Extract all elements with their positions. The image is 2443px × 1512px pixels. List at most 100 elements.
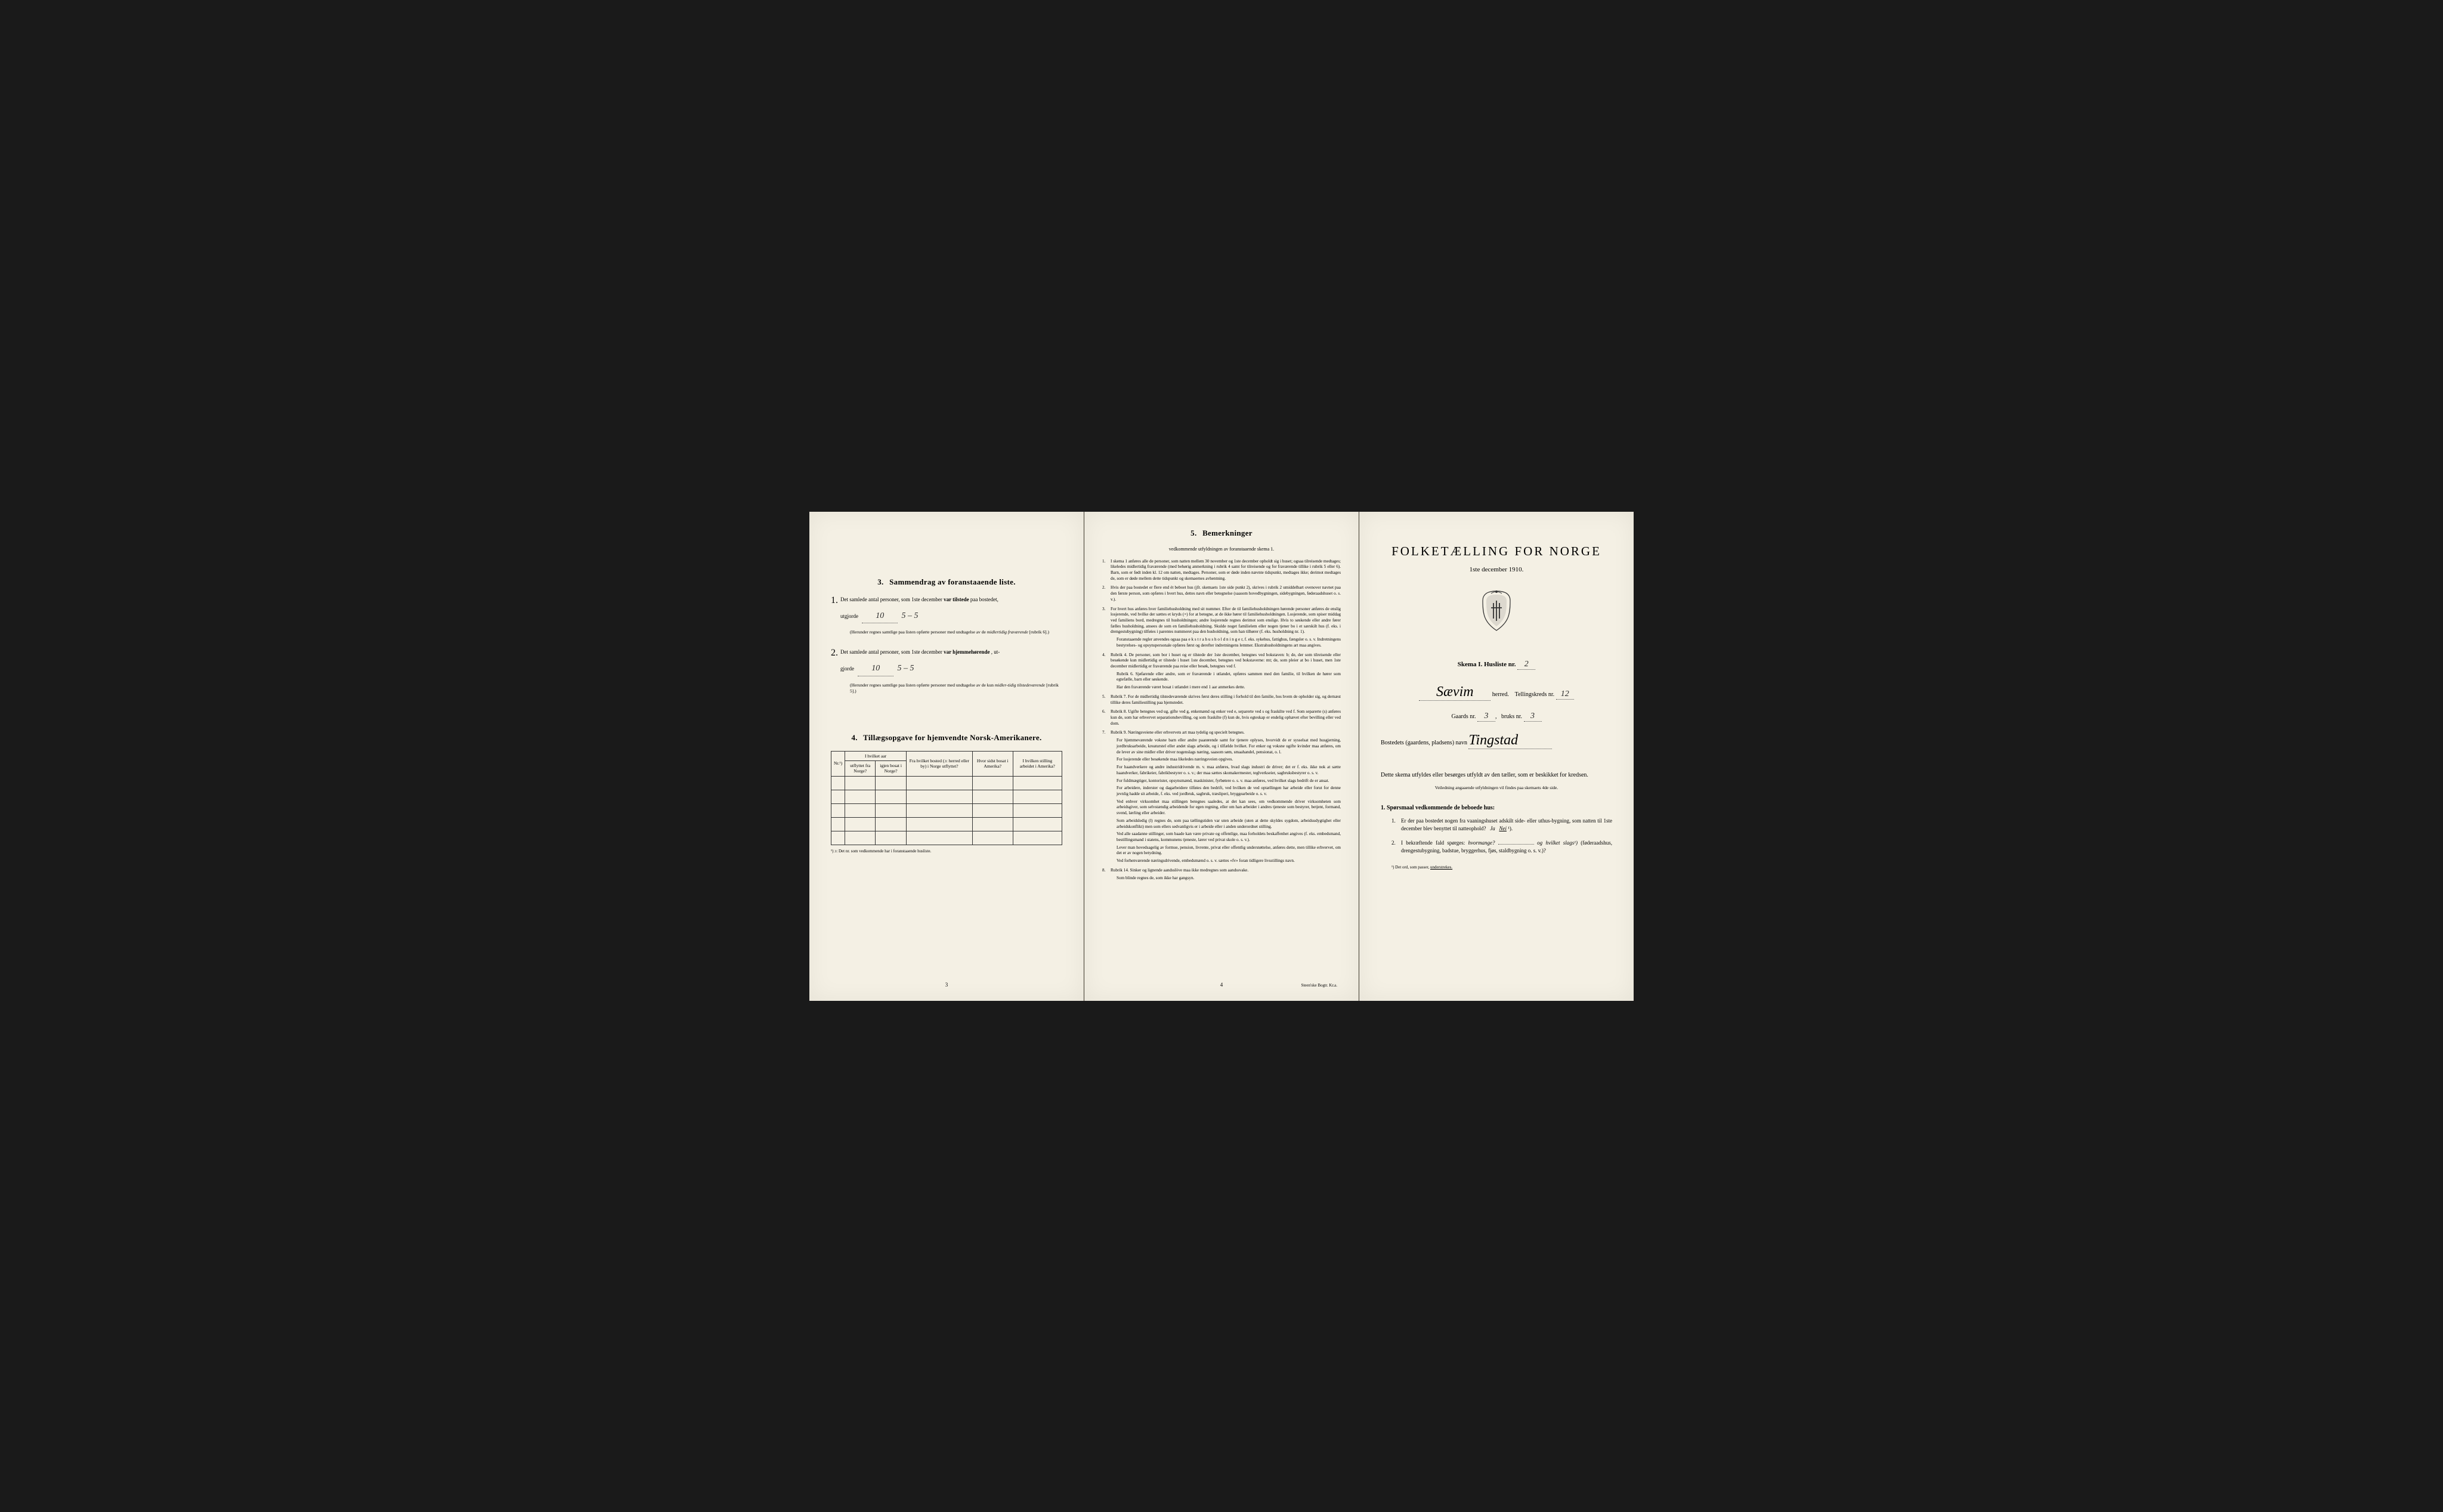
- bosted-name: Tingstad: [1468, 732, 1552, 749]
- remark-para: Ved alle saadanne stillinger, som baade …: [1117, 831, 1341, 843]
- remark-item: 2.Hvis der paa bostedet er flere end ét …: [1102, 585, 1341, 602]
- gaards-label: Gaards nr.: [1451, 713, 1476, 720]
- page3-footnote: ¹) Det ord, som passer, understrekes.: [1391, 865, 1612, 870]
- remark-item: 4.Rubrik 4. De personer, som bor i huset…: [1102, 653, 1341, 691]
- skema-line: Skema I. Husliste nr. 2: [1381, 660, 1612, 670]
- foot-text: ¹) Det ord, som passer,: [1391, 865, 1429, 870]
- section-3-title: 3. Sammendrag av foranstaaende liste.: [831, 577, 1062, 587]
- question-heading: 1. Spørsmaal vedkommende de beboede hus:: [1381, 805, 1612, 811]
- item1-note-italic: midlertidig fraværende: [987, 629, 1028, 635]
- q1-nei: Nei: [1499, 825, 1507, 831]
- table-row: [831, 790, 1062, 803]
- item-2-number: 2.: [831, 648, 840, 701]
- remark-para: Som arbeidsledig (l) regnes de, som paa …: [1117, 818, 1341, 830]
- q1-number: 1.: [1391, 817, 1401, 833]
- herred-label: herred.: [1492, 691, 1509, 698]
- item1-value-1: 10: [862, 610, 898, 623]
- document-spread: 3. Sammendrag av foranstaaende liste. 1.…: [809, 512, 1634, 1001]
- remark-number: 1.: [1102, 559, 1111, 582]
- remark-para: For haandverkere og andre industridriven…: [1117, 765, 1341, 776]
- q2-c: og hvilket slags¹): [1537, 840, 1578, 846]
- page-left: 3. Sammendrag av foranstaaende liste. 1.…: [809, 512, 1084, 1001]
- q-head-num: 1.: [1381, 805, 1386, 811]
- section-4-num: 4.: [851, 733, 857, 742]
- summary-item-1: 1. Det samlede antal personer, som 1ste …: [831, 595, 1062, 642]
- remark-number: 8.: [1102, 868, 1111, 881]
- section-4: 4. Tillægsopgave for hjemvendte Norsk-Am…: [831, 733, 1062, 854]
- remark-text: For hvert hus anføres hver familiehushol…: [1111, 607, 1341, 649]
- remarks-list: 1.I skema 1 anføres alle de personer, so…: [1102, 559, 1341, 882]
- table-row: [831, 776, 1062, 790]
- instruction-2: Veiledning angaaende utfyldningen vil fi…: [1381, 785, 1612, 790]
- item1-post: paa bostedet,: [970, 596, 998, 602]
- norway-crest-icon: [1381, 590, 1612, 636]
- item2-note-italic: midler-tidig tilstedeværende: [995, 682, 1045, 688]
- item1-note-end: [rubrik 6].): [1029, 629, 1049, 635]
- remark-para: For arbeidere, inderster og dagarbeidere…: [1117, 786, 1341, 797]
- section-5-title-text: Bemerkninger: [1202, 528, 1253, 537]
- remark-para: Har den fraværende været bosat i utlande…: [1117, 685, 1341, 691]
- herred-name: Sævim: [1419, 684, 1490, 701]
- herred-line: Sævim herred. Tellingskreds nr. 12: [1381, 684, 1612, 701]
- bruks-label: bruks nr.: [1501, 713, 1522, 720]
- remark-item: 8.Rubrik 14. Sinker og lignende aandsslö…: [1102, 868, 1341, 881]
- th-bosted: Fra hvilket bosted (ɔ: herred eller by) …: [906, 751, 972, 776]
- tellingskreds-number: 12: [1556, 689, 1574, 700]
- remark-para: For losjerende eller besøkende maa likel…: [1117, 757, 1341, 763]
- page-number-3: 3: [945, 982, 948, 988]
- q2-blank: [1498, 844, 1534, 845]
- question-2: 2. I bekræftende fald spørges: hvormange…: [1391, 839, 1612, 855]
- summary-item-2: 2. Det samlede antal personer, som 1ste …: [831, 648, 1062, 701]
- printer-imprint: Steen'ske Bogtr. Kr.a.: [1301, 983, 1337, 988]
- remark-number: 3.: [1102, 607, 1111, 649]
- remark-text: Hvis der paa bostedet er flere end ét be…: [1111, 585, 1341, 602]
- item2-utgjorde: gjorde: [840, 666, 854, 672]
- section-5-title: 5. Bemerkninger: [1102, 528, 1341, 538]
- item1-bold: var tilstede: [944, 596, 969, 602]
- page-middle: 5. Bemerkninger vedkommende utfyldningen…: [1084, 512, 1359, 1001]
- instruction-1: Dette skema utfyldes eller besørges utfy…: [1381, 771, 1612, 780]
- q1-ja: Ja: [1490, 825, 1495, 831]
- item1-value-2: 5 – 5: [902, 611, 919, 620]
- remark-text: Rubrik 14. Sinker og lignende aandsslöve…: [1111, 868, 1341, 881]
- item2-post: , ut-: [991, 649, 1000, 655]
- item1-note-a: (Herunder regnes samtlige paa listen opf…: [850, 629, 986, 635]
- item2-bold: var hjemmehørende: [944, 649, 989, 655]
- skema-label: Skema I. Husliste nr.: [1458, 661, 1516, 668]
- remark-item: 7.Rubrik 9. Næringsveiene eller erhverve…: [1102, 730, 1341, 864]
- th-utflyttet: utflyttet fra Norge?: [845, 760, 876, 776]
- th-bosat-norge: igjen bosat i Norge?: [876, 760, 907, 776]
- remark-para: Rubrik 6. Sjøfarende eller andre, som er…: [1117, 672, 1341, 683]
- page-number-4: 4: [1220, 982, 1223, 988]
- table-row: [831, 831, 1062, 845]
- item-1-number: 1.: [831, 595, 840, 642]
- section-4-title-text: Tillægsopgave for hjemvendte Norsk-Ameri…: [863, 733, 1041, 742]
- gaards-line: Gaards nr. 3, bruks nr. 3: [1381, 712, 1612, 722]
- remark-item: 6.Rubrik 8. Ugifte betegnes ved ug, gift…: [1102, 709, 1341, 726]
- item-2-text: Det samlede antal personer, som 1ste dec…: [840, 648, 1062, 701]
- remark-item: 5.Rubrik 7. For de midlertidig tilstedev…: [1102, 694, 1341, 706]
- remark-text: Rubrik 9. Næringsveiene eller erhvervets…: [1111, 730, 1341, 864]
- remark-number: 6.: [1102, 709, 1111, 726]
- item1-pre: Det samlede antal personer, som 1ste dec…: [840, 596, 942, 602]
- section-3-title-text: Sammendrag av foranstaaende liste.: [889, 577, 1016, 586]
- th-amerika-bosat: Hvor sidst bosat i Amerika?: [972, 751, 1013, 776]
- bruks-number: 3: [1524, 712, 1542, 722]
- remark-number: 5.: [1102, 694, 1111, 706]
- th-year-top: I hvilket aar: [845, 751, 907, 760]
- item2-note-a: (Herunder regnes samtlige paa listen opf…: [850, 682, 994, 688]
- remark-number: 4.: [1102, 653, 1111, 691]
- page-right: FOLKETÆLLING FOR NORGE 1ste december 191…: [1359, 512, 1634, 1001]
- bosted-line: Bostedets (gaardens, pladsens) navn Ting…: [1381, 732, 1612, 749]
- gaards-number: 3: [1477, 712, 1495, 722]
- remark-para: Ved enhver virksomhet maa stillingen bet…: [1117, 799, 1341, 817]
- item-1-text: Det samlede antal personer, som 1ste dec…: [840, 595, 1062, 642]
- remark-para: Som blinde regnes de, som ikke har gangs…: [1117, 876, 1341, 882]
- q2-a: I bekræftende fald spørges:: [1401, 840, 1465, 846]
- tellingskreds-label: Tellingskreds nr.: [1515, 691, 1555, 698]
- remark-number: 2.: [1102, 585, 1111, 602]
- remark-item: 1.I skema 1 anføres alle de personer, so…: [1102, 559, 1341, 582]
- remark-para: Lever man hovedsagelig av formue, pensio…: [1117, 845, 1341, 857]
- remark-para: Ved forhenværende næringsdrivende, embed…: [1117, 858, 1341, 864]
- section-3-num: 3.: [877, 577, 883, 586]
